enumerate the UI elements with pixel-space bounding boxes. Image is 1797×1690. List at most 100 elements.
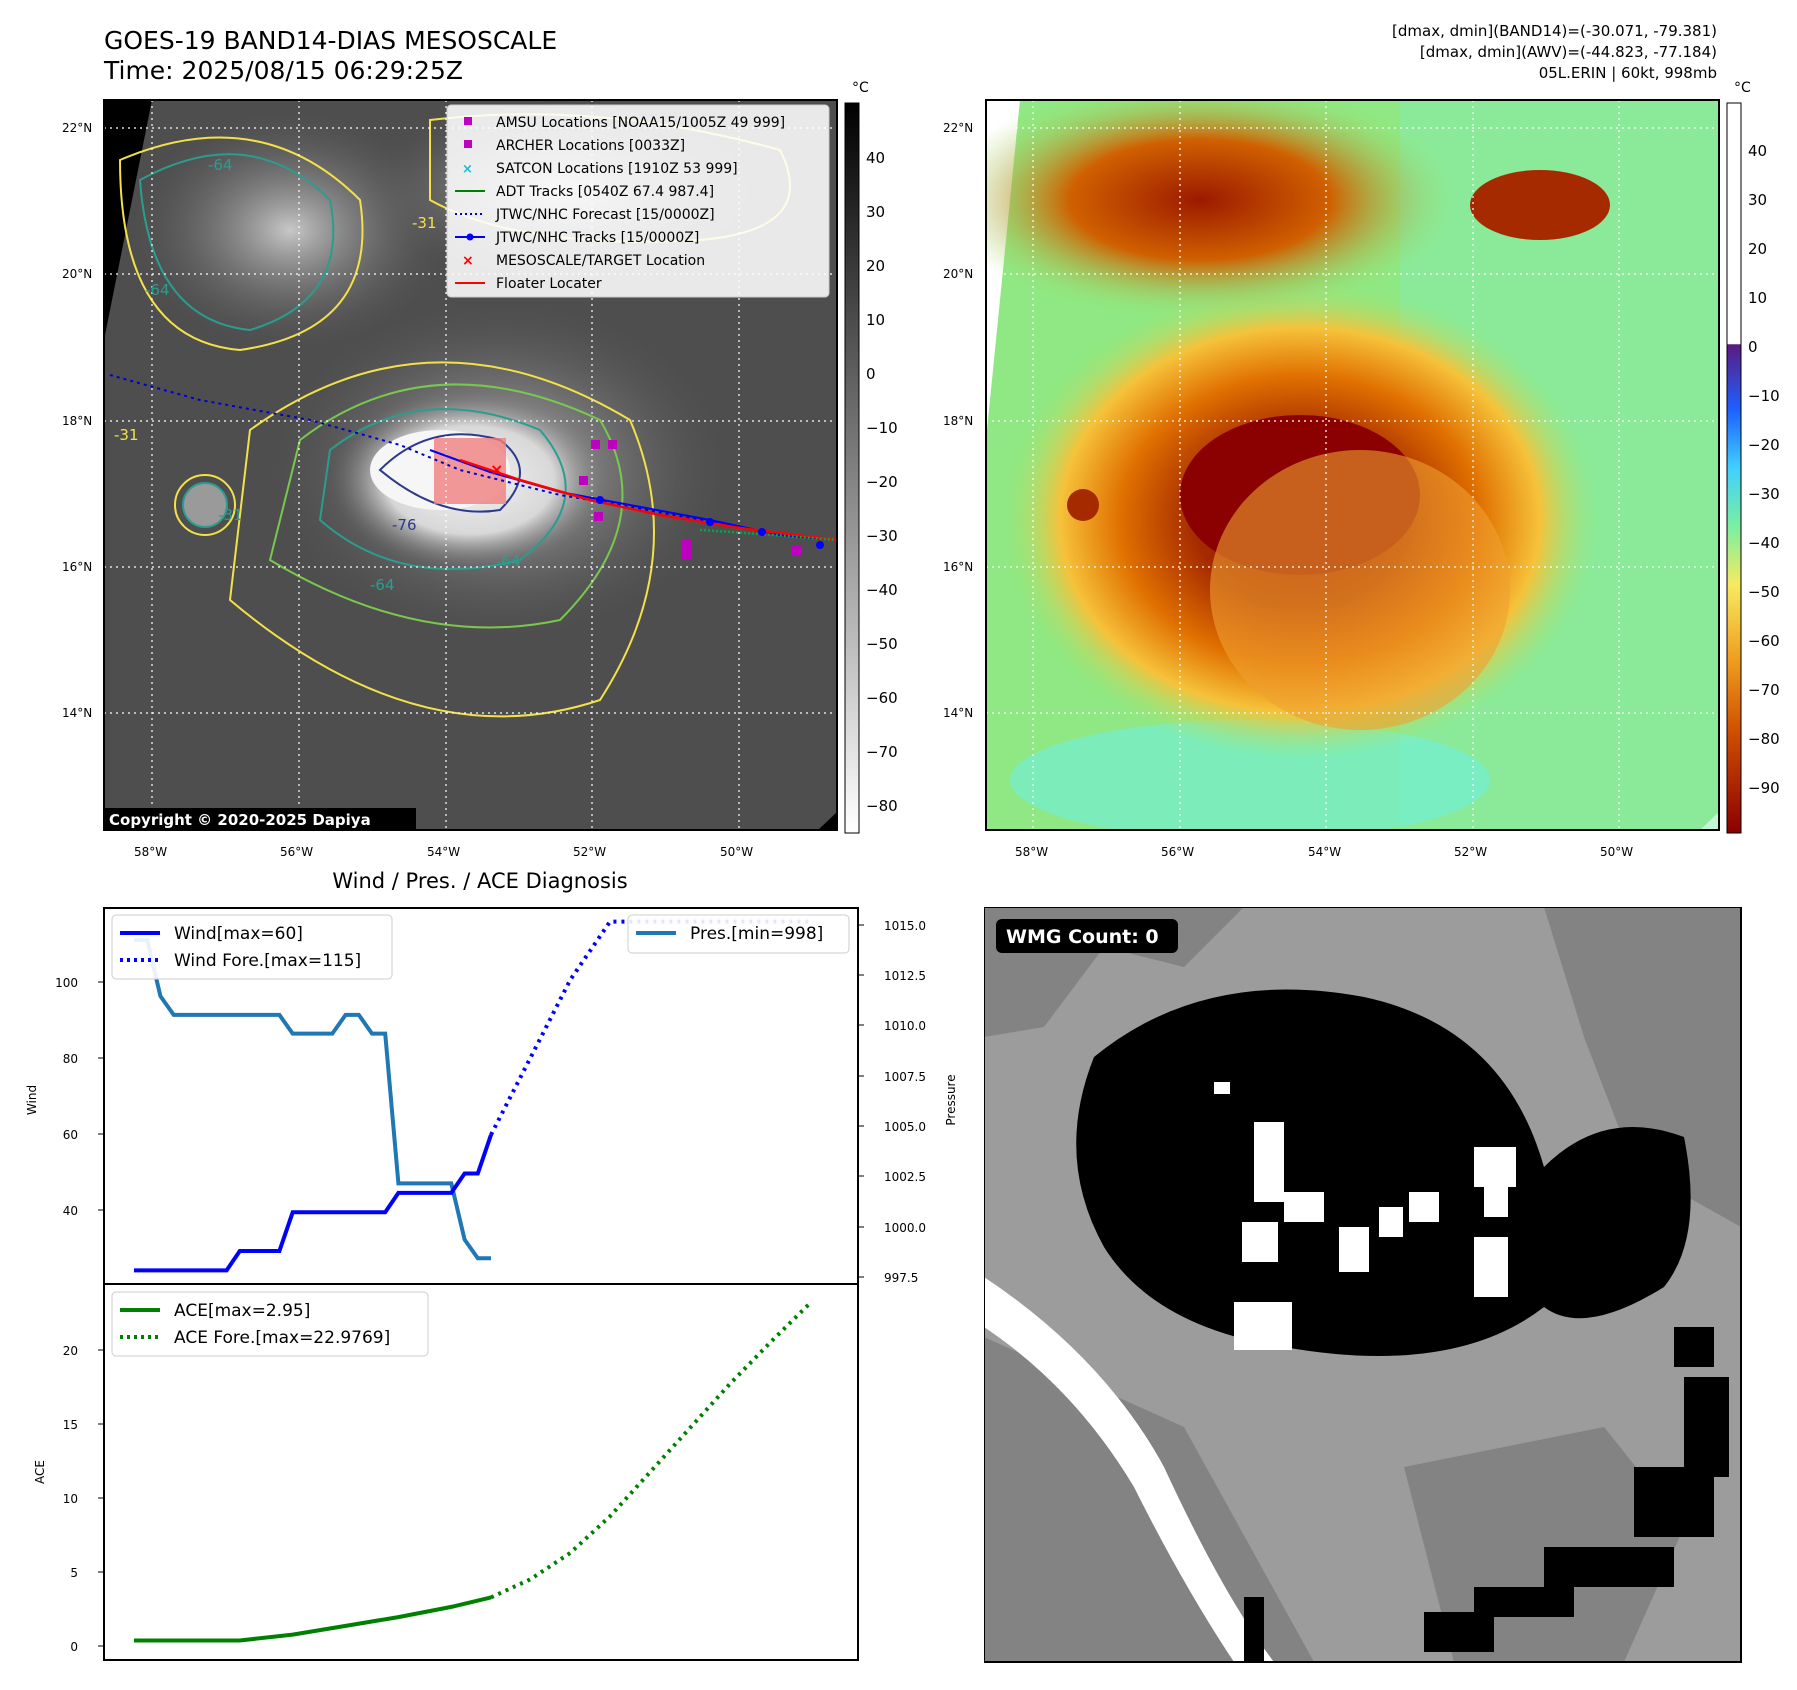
lon-label: 52°W: [1454, 845, 1487, 859]
contour-label-7: -64: [370, 576, 395, 594]
lon-label: 50°W: [720, 845, 753, 859]
pressure-ylabel: Pressure: [944, 1074, 958, 1125]
wind-legend: Wind[max=60] Wind Fore.[max=115]: [111, 914, 393, 980]
ace-legend: ACE[max=2.95] ACE Fore.[max=22.9769]: [111, 1291, 429, 1357]
cbar-tick: −90: [1748, 779, 1780, 797]
north-convection-color: [986, 100, 1460, 320]
series-line-wind-0: [134, 1134, 493, 1273]
wind-tick: 80: [63, 1052, 78, 1066]
northeast-cell-color: [1470, 170, 1610, 240]
ace-tick: 20: [63, 1344, 78, 1358]
isolated-cell-west: [182, 482, 228, 528]
map2-gridlines: [986, 100, 1719, 830]
wmg-count-badge: [996, 919, 1178, 953]
color-colorbar-unit: °C: [1734, 80, 1751, 96]
cbar-tick: 20: [866, 257, 885, 275]
cbar-tick: 40: [1748, 142, 1767, 160]
info-line-band14: [dmax, dmin](BAND14)=(-30.071, -79.381): [1392, 22, 1717, 40]
pressure-tick: 1002.5: [884, 1170, 926, 1184]
legend-jtwc-tracks: JTWC/NHC Tracks [15/0000Z]: [455, 230, 699, 246]
west-cell-color: [1067, 489, 1099, 521]
ace-tick: 10: [63, 1492, 78, 1506]
info-line-awv: [dmax, dmin](AWV)=(-44.823, -77.184): [1419, 43, 1717, 61]
cbar-tick: −50: [1748, 583, 1780, 601]
legend-wind: Wind[max=60]: [174, 924, 303, 944]
spiral-band: [1210, 450, 1510, 730]
pressure-tick: 1010.0: [884, 1019, 926, 1033]
cbar-tick: 0: [1748, 338, 1758, 356]
wind-tick: 100: [55, 976, 78, 990]
legend-label: MESOSCALE/TARGET Location: [496, 253, 705, 269]
series-line-ace-0: [134, 1595, 492, 1643]
lat-label: 14°N: [943, 706, 973, 720]
legend-label: AMSU Locations [NOAA15/1005Z 49 999]: [496, 115, 785, 131]
wmg-black-region: [1076, 989, 1691, 1356]
wmg-white-band: [984, 1277, 1274, 1662]
wmg-white-cells: [1214, 1082, 1516, 1350]
cbar-tick: −20: [866, 473, 898, 491]
cbar-tick: −70: [866, 743, 898, 761]
figure-timestamp: Time: 2025/08/15 06:29:25Z: [104, 56, 463, 85]
wmg-dark-gray-ne: [1544, 907, 1741, 1227]
lat-label: 18°N: [62, 414, 92, 428]
cbar-tick: −60: [1748, 632, 1780, 650]
legend-label: JTWC/NHC Forecast [15/0000Z]: [495, 207, 715, 223]
cbar-tick: 10: [1748, 289, 1767, 307]
series-line-pressure-0: [134, 938, 491, 1261]
cbar-tick: 20: [1748, 240, 1767, 258]
legend-wind-fore: Wind Fore.[max=115]: [174, 951, 361, 971]
gray-colorbar: [844, 102, 860, 834]
amsu-archer-points: [579, 440, 801, 559]
pressure-tick: 1007.5: [884, 1070, 926, 1084]
legend-adt: ADT Tracks [0540Z 67.4 987.4]: [455, 184, 714, 200]
lat-label: 20°N: [943, 267, 973, 281]
cbar-tick: 30: [866, 203, 885, 221]
contour-label-1: -76: [392, 516, 417, 534]
cbar-tick: 30: [1748, 191, 1767, 209]
pressure-tick: 1015.0: [884, 919, 926, 933]
pressure-tick: 1005.0: [884, 1120, 926, 1134]
legend-ace-fore: ACE Fore.[max=22.9769]: [174, 1328, 390, 1348]
floater-track: [459, 458, 837, 542]
legend-label: Floater Locater: [496, 276, 602, 292]
cbar-tick: −10: [866, 419, 898, 437]
lon-label: 52°W: [573, 845, 606, 859]
cbar-tick: −80: [1748, 730, 1780, 748]
isolated-cell-west-outer: [174, 474, 236, 536]
pressure-tick: 1000.0: [884, 1221, 926, 1235]
series-line-ace-1: [490, 1303, 810, 1600]
contour-label-4: -31: [412, 214, 437, 232]
diagnosis-panel: Wind / Pres. / ACE Diagnosis 100 80 60 4…: [25, 869, 958, 1661]
pressure-tick-labels: 1015.0 1012.5 1010.0 1007.5 1005.0 1002.…: [884, 919, 926, 1285]
lon-label: 50°W: [1600, 845, 1633, 859]
lat-label: 14°N: [62, 706, 92, 720]
lon-label: 54°W: [427, 845, 460, 859]
copyright-text: Copyright © 2020-2025 Dapiya: [109, 811, 371, 829]
contour-north-cell-outer: [118, 136, 364, 352]
wind-tick: 40: [63, 1204, 78, 1218]
legend-mesoscale-target: × MESOSCALE/TARGET Location: [462, 253, 705, 269]
map-frame-border: [103, 99, 838, 831]
legend-label: ARCHER Locations [0033Z]: [496, 138, 685, 154]
gray-colorbar-unit: °C: [852, 80, 869, 96]
copyright-badge: [104, 808, 416, 830]
contour-label-8: -64: [145, 281, 170, 299]
cbar-tick: −40: [866, 581, 898, 599]
map2-frame-border: [985, 99, 1720, 831]
legend-satcon: × SATCON Locations [1910Z 53 999]: [462, 161, 738, 177]
info-line-storm: 05L.ERIN | 60kt, 998mb: [1538, 64, 1717, 82]
legend-ace: ACE[max=2.95]: [174, 1301, 310, 1321]
contour-label-3: -64: [208, 156, 233, 174]
lon-label: 56°W: [1161, 845, 1194, 859]
contour-minus64: [318, 408, 567, 570]
figure-title: GOES-19 BAND14-DIAS MESOSCALE: [104, 26, 558, 55]
map1-axis-labels: 22°N 20°N 18°N 16°N 14°N 58°W 56°W 54°W …: [62, 121, 753, 859]
cbar-tick: −50: [866, 635, 898, 653]
svg-text:×: ×: [462, 162, 473, 177]
pressure-tick: 1012.5: [884, 969, 926, 983]
tick-marks: [98, 924, 864, 1647]
ace-tick: 15: [63, 1418, 78, 1432]
ace-tick: 0: [70, 1640, 78, 1654]
map-legend: AMSU Locations [NOAA15/1005Z 49 999] ARC…: [446, 104, 830, 298]
wind-tick: 60: [63, 1128, 78, 1142]
